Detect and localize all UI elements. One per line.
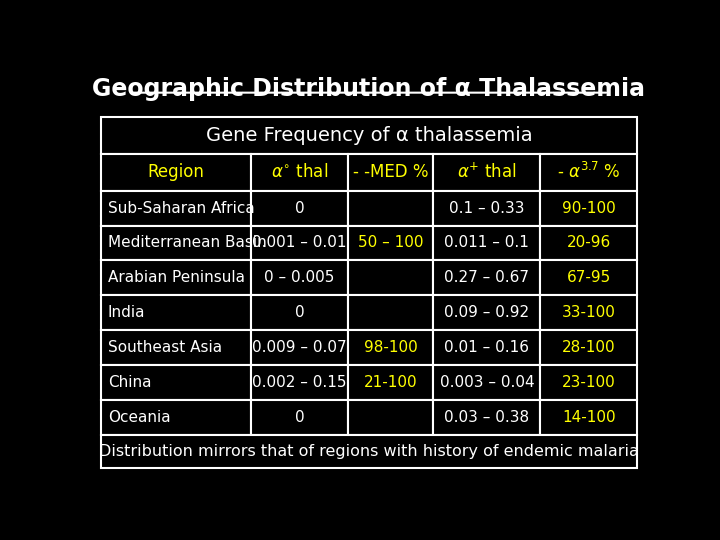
- Bar: [541, 400, 636, 435]
- Text: 14-100: 14-100: [562, 410, 616, 425]
- Bar: [348, 400, 433, 435]
- Text: 0.003 – 0.04: 0.003 – 0.04: [439, 375, 534, 390]
- Text: 0.009 – 0.07: 0.009 – 0.07: [252, 340, 346, 355]
- Bar: [541, 154, 636, 191]
- Bar: [348, 295, 433, 330]
- Text: 90-100: 90-100: [562, 201, 616, 215]
- Text: - $\alpha^{3.7}$ %: - $\alpha^{3.7}$ %: [557, 162, 620, 183]
- Text: 0.1 – 0.33: 0.1 – 0.33: [449, 201, 525, 215]
- Bar: [433, 260, 541, 295]
- Bar: [348, 260, 433, 295]
- Text: India: India: [108, 305, 145, 320]
- Bar: [101, 260, 251, 295]
- Text: China: China: [108, 375, 151, 390]
- Bar: [348, 154, 433, 191]
- Text: Gene Frequency of α thalassemia: Gene Frequency of α thalassemia: [206, 126, 532, 145]
- Bar: [251, 226, 348, 260]
- Text: 0.09 – 0.92: 0.09 – 0.92: [444, 305, 529, 320]
- Text: 21-100: 21-100: [364, 375, 417, 390]
- Bar: [433, 191, 541, 226]
- Bar: [101, 400, 251, 435]
- Bar: [348, 191, 433, 226]
- Bar: [541, 365, 636, 400]
- Bar: [101, 191, 251, 226]
- Bar: [541, 295, 636, 330]
- Bar: [251, 295, 348, 330]
- Text: 0.002 – 0.15: 0.002 – 0.15: [252, 375, 346, 390]
- Bar: [348, 365, 433, 400]
- Text: 98-100: 98-100: [364, 340, 418, 355]
- Bar: [101, 226, 251, 260]
- Text: 0: 0: [294, 410, 304, 425]
- Text: 0.03 – 0.38: 0.03 – 0.38: [444, 410, 529, 425]
- Text: $\alpha^{+}$ thal: $\alpha^{+}$ thal: [457, 163, 517, 182]
- Text: 0.27 – 0.67: 0.27 – 0.67: [444, 271, 529, 285]
- Bar: [541, 330, 636, 365]
- Bar: [101, 330, 251, 365]
- Text: 0: 0: [294, 201, 304, 215]
- Text: 33-100: 33-100: [562, 305, 616, 320]
- Bar: [251, 154, 348, 191]
- Bar: [251, 365, 348, 400]
- Bar: [433, 154, 541, 191]
- Bar: [541, 226, 636, 260]
- Bar: [433, 400, 541, 435]
- Bar: [433, 365, 541, 400]
- Bar: [101, 154, 251, 191]
- Text: Region: Region: [148, 163, 204, 181]
- Text: 0.01 – 0.16: 0.01 – 0.16: [444, 340, 529, 355]
- Bar: [101, 117, 636, 154]
- Text: 50 – 100: 50 – 100: [358, 235, 423, 251]
- Bar: [251, 260, 348, 295]
- Bar: [348, 330, 433, 365]
- Text: 0.011 – 0.1: 0.011 – 0.1: [444, 235, 529, 251]
- Bar: [101, 295, 251, 330]
- Text: 28-100: 28-100: [562, 340, 616, 355]
- Bar: [348, 226, 433, 260]
- Text: Oceania: Oceania: [108, 410, 171, 425]
- Bar: [251, 400, 348, 435]
- Text: Arabian Peninsula: Arabian Peninsula: [108, 271, 245, 285]
- Text: 0 – 0.005: 0 – 0.005: [264, 271, 335, 285]
- Bar: [251, 330, 348, 365]
- Text: $\alpha^{\circ}$ thal: $\alpha^{\circ}$ thal: [271, 163, 328, 181]
- Bar: [433, 330, 541, 365]
- Bar: [541, 191, 636, 226]
- Text: Distribution mirrors that of regions with history of endemic malaria: Distribution mirrors that of regions wit…: [99, 444, 639, 459]
- Text: Southeast Asia: Southeast Asia: [108, 340, 222, 355]
- Text: 23-100: 23-100: [562, 375, 616, 390]
- Text: 67-95: 67-95: [567, 271, 611, 285]
- Text: Geographic Distribution of α Thalassemia: Geographic Distribution of α Thalassemia: [92, 77, 646, 102]
- Bar: [433, 226, 541, 260]
- Text: Sub-Saharan Africa: Sub-Saharan Africa: [108, 201, 255, 215]
- Text: 20-96: 20-96: [567, 235, 611, 251]
- Text: Mediterranean Basin: Mediterranean Basin: [108, 235, 266, 251]
- Bar: [101, 365, 251, 400]
- Text: 0.001 – 0.01: 0.001 – 0.01: [252, 235, 346, 251]
- Text: 0: 0: [294, 305, 304, 320]
- Bar: [251, 191, 348, 226]
- Bar: [433, 295, 541, 330]
- Text: - -MED %: - -MED %: [353, 163, 428, 181]
- Bar: [541, 260, 636, 295]
- Bar: [101, 435, 636, 468]
